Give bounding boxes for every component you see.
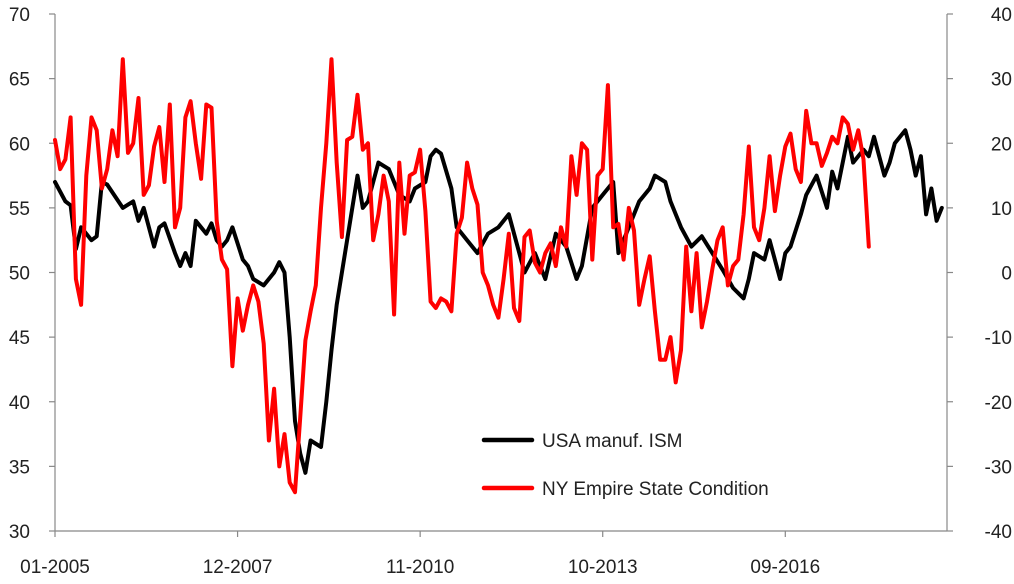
right-tick-label: -30 — [985, 457, 1012, 478]
left-tick-label: 50 — [9, 264, 30, 285]
series-layer — [53, 57, 944, 495]
x-tick-label: 12-2007 — [203, 557, 273, 578]
left-tick-label: 40 — [9, 393, 30, 414]
right-tick-label: -20 — [985, 393, 1012, 414]
left-tick-label: 60 — [9, 134, 30, 155]
left-axis: 30 35 40 45 50 55 60 65 70 — [9, 5, 56, 543]
left-tick-label: 45 — [9, 328, 30, 349]
x-axis-ticks: 01-2005 12-2007 11-2010 10-2013 09-2016 — [20, 531, 820, 578]
right-tick-label: -40 — [985, 522, 1012, 543]
x-tick-label: 09-2016 — [750, 557, 820, 578]
series-line-2 — [53, 57, 871, 495]
x-tick-label: 10-2013 — [568, 557, 638, 578]
x-tick-label: 11-2010 — [386, 557, 454, 578]
x-tick-label: 01-2005 — [20, 557, 90, 578]
left-tick-label: 55 — [9, 199, 30, 220]
right-tick-label: 0 — [1001, 264, 1012, 285]
left-tick-label: 30 — [9, 522, 30, 543]
right-axis-ticks: -40 -30 -20 -10 0 10 20 30 40 — [947, 5, 1012, 543]
right-tick-label: 30 — [991, 70, 1012, 91]
series-line-1 — [53, 128, 944, 475]
legend: USA manuf. ISM NY Empire State Condition — [481, 431, 769, 500]
legend-label: USA manuf. ISM — [542, 431, 682, 452]
left-tick-label: 70 — [9, 5, 30, 26]
left-tick-label: 35 — [9, 457, 30, 478]
legend-label: NY Empire State Condition — [542, 479, 769, 500]
x-axis: 01-2005 12-2007 11-2010 10-2013 09-2016 — [20, 530, 947, 578]
right-tick-label: 20 — [991, 134, 1012, 155]
right-axis: -40 -30 -20 -10 0 10 20 30 40 — [946, 5, 1012, 543]
left-tick-label: 65 — [9, 70, 30, 91]
right-tick-label: 10 — [991, 199, 1012, 220]
right-tick-label: 40 — [991, 5, 1012, 26]
left-axis-ticks: 30 35 40 45 50 55 60 65 70 — [9, 5, 55, 543]
right-tick-label: -10 — [985, 328, 1012, 349]
